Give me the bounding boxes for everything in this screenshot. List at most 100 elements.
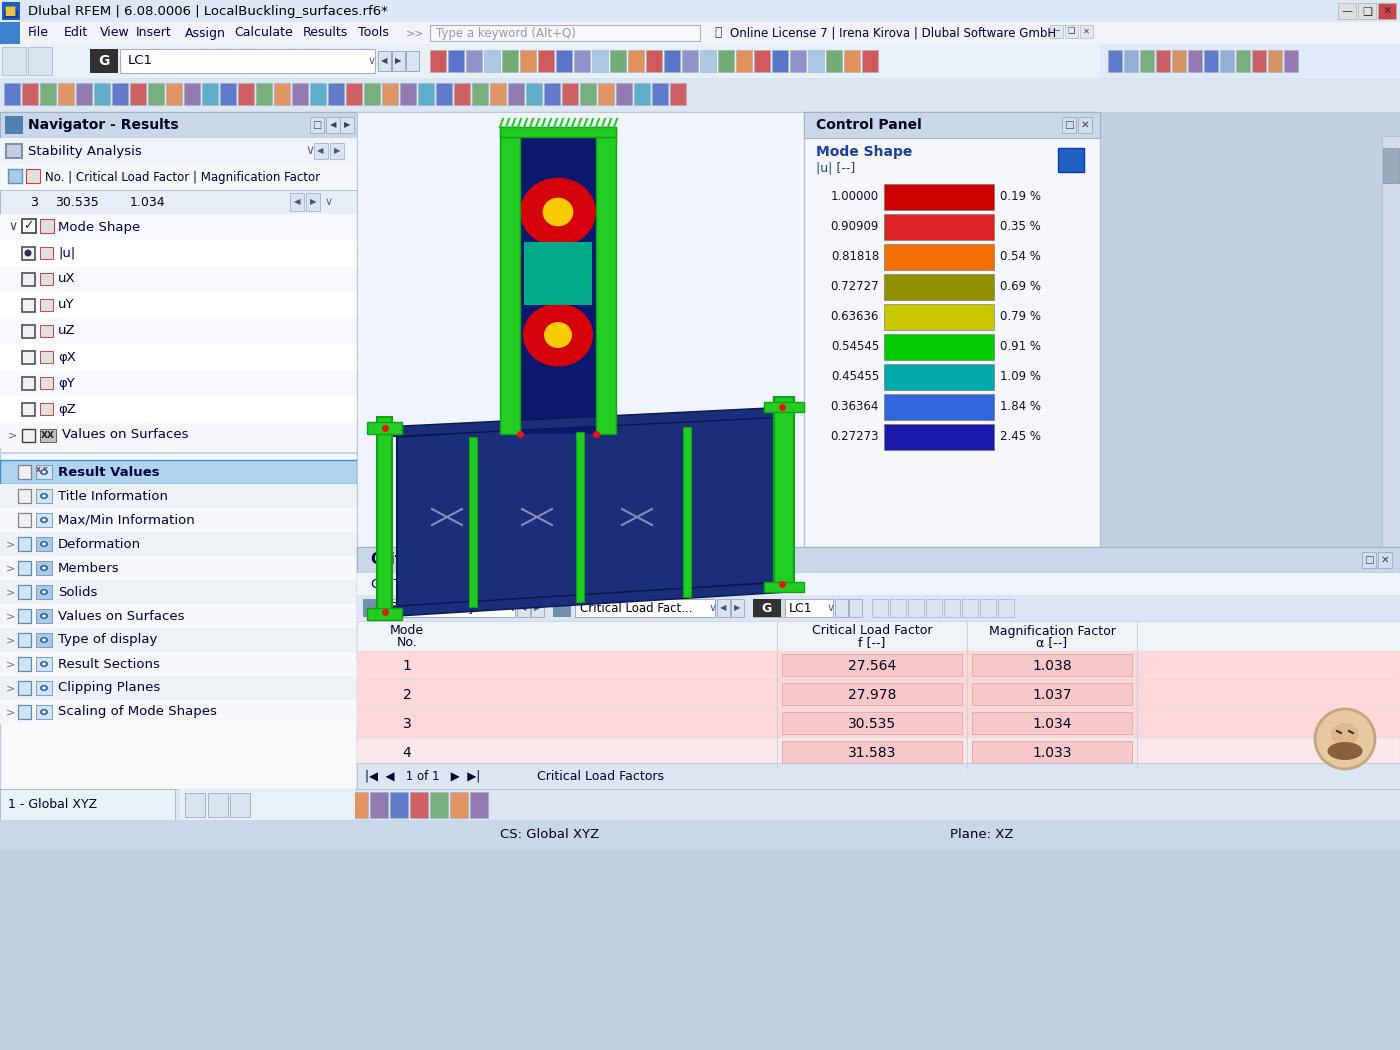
- Text: ◀: ◀: [294, 197, 300, 207]
- Bar: [0, 240, 357, 266]
- Text: Calculate: Calculate: [234, 26, 293, 40]
- Bar: [808, 50, 825, 72]
- Bar: [0, 164, 357, 190]
- Bar: [1284, 50, 1298, 72]
- Bar: [392, 51, 405, 71]
- Bar: [466, 50, 482, 72]
- Bar: [890, 598, 906, 617]
- Text: ✕: ✕: [1382, 6, 1392, 16]
- Bar: [0, 628, 357, 652]
- Bar: [209, 793, 228, 817]
- Bar: [346, 83, 363, 105]
- Text: Stability Analysis: Stability Analysis: [28, 145, 141, 158]
- Bar: [357, 547, 1400, 573]
- Text: 0.90909: 0.90909: [830, 220, 879, 233]
- Text: Mode: Mode: [391, 625, 424, 637]
- Text: 0.91 %: 0.91 %: [1000, 340, 1042, 354]
- Bar: [1204, 50, 1218, 72]
- Bar: [41, 219, 55, 233]
- Bar: [1058, 148, 1084, 172]
- Polygon shape: [398, 412, 784, 607]
- Text: >: >: [6, 635, 15, 645]
- Bar: [1219, 50, 1233, 72]
- Text: 27.564: 27.564: [848, 659, 896, 673]
- Bar: [0, 532, 357, 556]
- Bar: [357, 680, 1400, 709]
- Text: 0.79 %: 0.79 %: [1000, 311, 1042, 323]
- Bar: [22, 273, 35, 286]
- Bar: [771, 50, 788, 72]
- Bar: [1140, 50, 1154, 72]
- Text: Type a keyword (Alt+Q): Type a keyword (Alt+Q): [435, 26, 575, 40]
- Bar: [0, 452, 357, 454]
- Text: Edit: Edit: [419, 578, 445, 590]
- Ellipse shape: [25, 250, 31, 256]
- Text: Title Information: Title Information: [57, 489, 168, 503]
- Text: ∨: ∨: [827, 603, 836, 613]
- Bar: [0, 652, 357, 676]
- Text: XX: XX: [41, 430, 55, 440]
- Bar: [575, 598, 715, 617]
- Ellipse shape: [42, 663, 46, 666]
- Bar: [610, 50, 626, 72]
- Bar: [0, 396, 357, 422]
- Bar: [28, 47, 52, 75]
- Bar: [430, 792, 448, 818]
- Bar: [410, 792, 428, 818]
- Text: 1.034: 1.034: [1032, 717, 1072, 731]
- Bar: [314, 143, 328, 159]
- Bar: [0, 789, 175, 821]
- Text: 0.72727: 0.72727: [830, 280, 879, 294]
- Bar: [1100, 44, 1400, 78]
- Text: 🖥: 🖥: [714, 26, 721, 40]
- Bar: [909, 598, 924, 617]
- Bar: [309, 792, 328, 818]
- Text: >: >: [6, 659, 15, 669]
- Bar: [580, 83, 596, 105]
- Bar: [183, 83, 200, 105]
- Bar: [1382, 136, 1400, 658]
- Text: >: >: [8, 430, 17, 440]
- Polygon shape: [764, 402, 804, 412]
- Text: >: >: [6, 539, 15, 549]
- Bar: [0, 22, 1400, 44]
- Text: G: G: [762, 602, 773, 614]
- Bar: [883, 424, 994, 450]
- Bar: [862, 50, 878, 72]
- Text: Control Panel: Control Panel: [816, 118, 921, 132]
- Bar: [22, 403, 35, 416]
- Bar: [41, 403, 53, 415]
- Bar: [1378, 552, 1392, 568]
- Bar: [1252, 50, 1266, 72]
- Ellipse shape: [543, 197, 574, 227]
- Bar: [844, 50, 860, 72]
- Bar: [307, 193, 321, 211]
- Text: Selection: Selection: [455, 578, 517, 590]
- Text: Tools: Tools: [358, 26, 389, 40]
- Bar: [962, 598, 979, 617]
- Text: 1.033: 1.033: [1032, 746, 1072, 760]
- Text: |u| [--]: |u| [--]: [816, 162, 855, 174]
- Text: Scaling of Mode Shapes: Scaling of Mode Shapes: [57, 706, 217, 718]
- Bar: [883, 274, 994, 300]
- Text: f [--]: f [--]: [858, 636, 886, 650]
- Bar: [274, 83, 290, 105]
- Bar: [270, 792, 288, 818]
- Text: >>: >>: [406, 28, 424, 38]
- Text: >: >: [6, 563, 15, 573]
- Text: φY: φY: [57, 377, 74, 390]
- Ellipse shape: [519, 177, 596, 246]
- Text: 2.45 %: 2.45 %: [1000, 430, 1042, 443]
- Text: Plane: XZ: Plane: XZ: [951, 828, 1014, 841]
- Bar: [120, 49, 375, 74]
- Bar: [553, 598, 571, 617]
- Bar: [0, 344, 357, 370]
- Text: G: G: [98, 54, 109, 68]
- Bar: [220, 83, 237, 105]
- Bar: [18, 609, 31, 623]
- Bar: [1378, 3, 1396, 19]
- Text: 27.978: 27.978: [848, 688, 896, 702]
- Ellipse shape: [42, 567, 46, 569]
- Text: Values on Surfaces: Values on Surfaces: [62, 428, 189, 441]
- Text: Stability Analysis: Stability Analysis: [391, 602, 491, 614]
